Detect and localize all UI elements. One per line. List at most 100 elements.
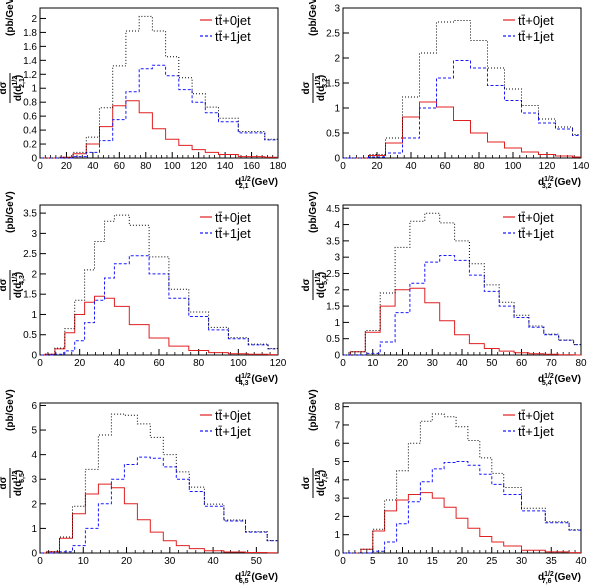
series-line-1jet [40, 456, 278, 554]
y-axis-label: dσ d(d1/26,5) (pb/GeV) [0, 389, 26, 498]
x-tick-label: 0 [37, 161, 43, 172]
y-tick-label: 2.5 [326, 269, 340, 280]
chart-panel-4: 0 10 20 30 40 50 60 70 80 0 0.5 1 1.5 2 2.5 3 3.5 4 4.5 tt̄… [301, 191, 587, 387]
y-tick-label: 3.5 [326, 236, 340, 247]
x-tick-label: 120 [539, 161, 556, 172]
x-tick-label: 30 [516, 556, 528, 567]
x-tick-label: 30 [164, 556, 176, 567]
svg-text:dσ: dσ [301, 476, 312, 489]
x-tick-label: 10 [397, 556, 409, 567]
series-line-0jet [343, 492, 581, 554]
svg-text:dσ: dσ [0, 476, 9, 489]
x-tick-label: 80 [193, 358, 205, 369]
legend-label: tt̄+0jet [518, 408, 554, 423]
x-axis-label: d1/2 5,4 (GeV) [538, 373, 581, 387]
series-line-sum [343, 413, 581, 554]
x-tick-label: 20 [61, 161, 73, 172]
legend-label: tt̄+0jet [215, 210, 251, 225]
y-tick-label: 4 [334, 220, 340, 231]
x-tick-label: 20 [74, 358, 86, 369]
x-axis-label: d1/2 7,6 (GeV) [538, 571, 581, 585]
x-tick-label: 120 [190, 161, 207, 172]
y-tick-label: 0 [31, 549, 37, 560]
x-tick-label: 100 [505, 161, 522, 172]
y-tick-label: 1 [334, 318, 340, 329]
y-tick-label: 1 [31, 84, 37, 95]
y-tick-label: 1.6 [23, 42, 37, 53]
svg-text:dσ: dσ [301, 278, 312, 291]
plot-frame [39, 402, 279, 554]
x-tick-label: 40 [456, 358, 468, 369]
x-tick-label: 160 [243, 161, 260, 172]
y-tick-label: 2 [31, 269, 37, 280]
x-tick-label: 0 [340, 556, 346, 567]
y-tick-label: 0.8 [23, 98, 37, 109]
legend-label: tt̄+1jet [518, 424, 554, 439]
y-tick-label: 4 [334, 475, 340, 486]
x-tick-label: 20 [371, 161, 383, 172]
y-tick-label: 0.5 [326, 129, 340, 140]
y-tick-label: 1.2 [23, 70, 37, 81]
x-axis-label: d1/2 3,2 (GeV) [538, 176, 581, 190]
chart-panel-1: 0 20 40 60 80 100 120 140 160 18000.20.40.60.811.… [0, 0, 287, 190]
legend-label: tt̄+0jet [518, 210, 554, 225]
x-tick-label: 20 [456, 556, 468, 567]
y-tick-label: 5 [31, 426, 37, 437]
svg-text:(pb/GeV): (pb/GeV) [5, 191, 16, 233]
legend-label: tt̄+1jet [518, 29, 554, 44]
y-tick-label: 2 [31, 14, 37, 25]
y-tick-label: 2.5 [23, 249, 37, 260]
y-tick-label: 0 [31, 154, 37, 165]
series-line-sum [343, 212, 581, 356]
svg-text:(pb/GeV): (pb/GeV) [5, 389, 16, 431]
svg-text:(pb/GeV): (pb/GeV) [308, 389, 319, 431]
x-tick-label: 80 [575, 358, 587, 369]
y-tick-label: 1.5 [23, 290, 37, 301]
y-tick-label: 1.4 [23, 56, 37, 67]
x-tick-label: 20 [397, 358, 409, 369]
y-tick-label: 0.2 [23, 140, 37, 151]
x-tick-label: 40 [87, 161, 99, 172]
x-tick-label: 0 [37, 556, 43, 567]
legend-label: tt̄+1jet [518, 226, 554, 241]
x-tick-label: 50 [251, 556, 263, 567]
x-tick-label: 60 [153, 358, 165, 369]
chart-panel-6: 0 5 10 15 20 25 30 35 40 0 1 2 3 4 5 6 7 8 tt̄+0jettt̄+1je… [301, 389, 587, 585]
x-tick-label: 60 [439, 161, 451, 172]
svg-text:dσ: dσ [0, 81, 9, 94]
series-line-1jet [40, 64, 278, 159]
y-tick-label: 6 [334, 439, 340, 450]
y-tick-label: 3 [334, 494, 340, 505]
y-tick-label: 3 [31, 475, 37, 486]
y-tick-label: 3 [334, 253, 340, 264]
y-tick-label: 8 [334, 402, 340, 413]
series-line-1jet [40, 255, 278, 356]
svg-text:d(d1/24,3): d(d1/24,3) [12, 272, 26, 298]
y-tick-label: 3.5 [23, 209, 37, 220]
x-tick-label: 25 [486, 556, 498, 567]
y-axis-label: dσ d(d1/24,3) (pb/GeV) [0, 191, 26, 300]
y-tick-label: 2.5 [326, 29, 340, 40]
series-line-0jet [343, 287, 581, 356]
y-tick-label: 0 [334, 549, 340, 560]
x-tick-label: 100 [230, 358, 247, 369]
x-tick-label: 20 [121, 556, 133, 567]
x-tick-label: 40 [405, 161, 417, 172]
y-tick-label: 2 [334, 54, 340, 65]
x-tick-label: 0 [340, 358, 346, 369]
y-tick-label: 2 [334, 512, 340, 523]
svg-text:d(d1/27,6): d(d1/27,6) [315, 470, 329, 496]
x-tick-label: 60 [516, 358, 528, 369]
x-axis-label: d1/2 4,3 (GeV) [235, 373, 278, 387]
y-axis-label: dσ d(d1/23,2) (pb/GeV) [301, 0, 329, 103]
x-tick-label: 100 [164, 161, 181, 172]
series-line-sum [40, 413, 278, 554]
y-tick-label: 6 [31, 401, 37, 412]
y-tick-label: 4 [31, 450, 37, 461]
series-line-0jet [40, 100, 278, 159]
y-tick-label: 2 [31, 499, 37, 510]
